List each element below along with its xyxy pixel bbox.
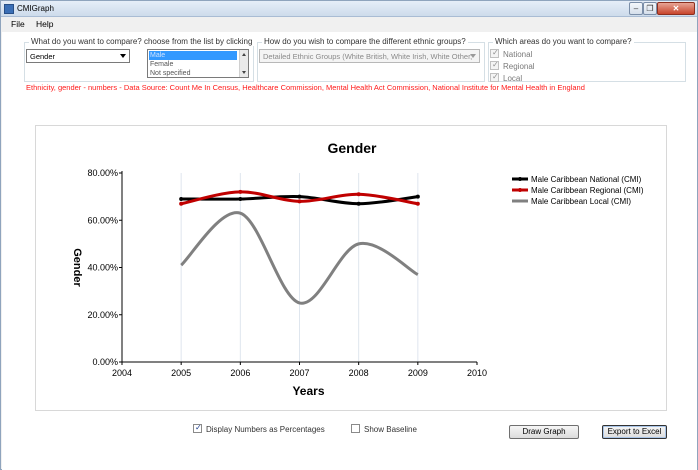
list-item[interactable]: Male: [149, 51, 237, 60]
listbox-scrollbar[interactable]: [239, 50, 248, 77]
data-source-text: Ethnicity, gender - numbers - Data Sourc…: [26, 83, 585, 92]
data-point: [179, 201, 184, 206]
y-tick-label: 0.00%: [92, 357, 118, 367]
x-tick-label: 2009: [408, 368, 428, 378]
areas-group: Which areas do you want to compare?: [488, 37, 686, 82]
data-point: [415, 201, 420, 206]
ethnic-select-value: Detailed Ethnic Groups (White British, W…: [263, 52, 473, 61]
y-tick-label: 80.00%: [87, 168, 118, 178]
x-axis-label: Years: [292, 384, 324, 398]
window-title: CMIGraph: [17, 4, 54, 13]
x-tick-label: 2008: [349, 368, 369, 378]
compare-group: What do you want to compare? choose from…: [24, 37, 255, 82]
export-excel-button[interactable]: Export to Excel: [602, 425, 667, 439]
list-item[interactable]: Not specified: [150, 70, 191, 77]
ethnic-group: How do you wish to compare the different…: [257, 37, 485, 82]
app-icon: [4, 4, 14, 14]
legend-marker: [518, 177, 522, 181]
menu-file[interactable]: File: [11, 19, 25, 29]
data-point: [356, 192, 361, 197]
check-icon: ✓: [492, 48, 499, 57]
legend-entry: Male Caribbean National (CMI): [531, 175, 642, 184]
y-tick-label: 60.00%: [87, 215, 118, 225]
ethnic-select[interactable]: Detailed Ethnic Groups (White British, W…: [259, 49, 480, 63]
maximize-button[interactable]: ❐: [643, 2, 657, 15]
compare-select-value: Gender: [30, 52, 56, 61]
y-tick-label: 20.00%: [87, 310, 118, 320]
national-checkbox[interactable]: ✓: [490, 48, 499, 58]
minimize-button[interactable]: –: [629, 2, 643, 15]
percent-checkbox[interactable]: ✓: [193, 423, 202, 433]
baseline-label: Show Baseline: [364, 425, 417, 434]
legend-marker: [518, 188, 522, 192]
x-tick-label: 2007: [289, 368, 309, 378]
menu-bar: File Help: [1, 17, 697, 31]
data-point: [415, 194, 420, 199]
chart-area: 0.00% 20.00% 40.00% 60.00% 80.00% 2004 2005 200…: [35, 125, 667, 411]
chevron-down-icon: [120, 54, 126, 58]
regional-checkbox[interactable]: ✓: [490, 60, 499, 70]
data-point: [297, 199, 302, 204]
x-tick-label: 2006: [230, 368, 250, 378]
close-button[interactable]: ✕: [657, 2, 695, 15]
compare-label: What do you want to compare? choose from…: [29, 37, 255, 46]
data-point: [179, 196, 184, 201]
data-point: [356, 201, 361, 206]
compare-select[interactable]: Gender: [26, 49, 130, 63]
percent-label: Display Numbers as Percentages: [206, 425, 325, 434]
draw-graph-button[interactable]: Draw Graph: [509, 425, 579, 439]
check-icon: ✓: [492, 72, 499, 81]
data-point: [297, 194, 302, 199]
scroll-up-icon[interactable]: [242, 53, 246, 56]
legend-entry: Male Caribbean Local (CMI): [531, 197, 631, 206]
areas-label: Which areas do you want to compare?: [493, 37, 634, 46]
national-label: National: [503, 50, 533, 59]
scroll-down-icon[interactable]: [242, 71, 246, 74]
chevron-down-icon: [470, 54, 476, 58]
x-tick-label: 2004: [112, 368, 132, 378]
chart-title: Gender: [327, 140, 377, 156]
regional-label: Regional: [503, 62, 535, 71]
line-chart: 0.00% 20.00% 40.00% 60.00% 80.00% 2004 2005 200…: [71, 168, 644, 398]
local-label: Local: [503, 74, 523, 83]
gender-listbox[interactable]: Male Female Not specified: [147, 49, 249, 78]
x-tick-label: 2005: [171, 368, 191, 378]
menu-help[interactable]: Help: [36, 19, 54, 29]
list-item[interactable]: Female: [150, 61, 174, 68]
data-point: [238, 189, 243, 194]
legend-entry: Male Caribbean Regional (CMI): [531, 186, 644, 195]
title-bar[interactable]: CMIGraph – ❐ ✕: [1, 1, 697, 17]
y-tick-label: 40.00%: [87, 263, 118, 273]
data-point: [238, 196, 243, 201]
check-icon: ✓: [492, 60, 499, 69]
baseline-checkbox[interactable]: [351, 424, 360, 433]
x-tick-label: 2010: [467, 368, 487, 378]
ethnic-label: How do you wish to compare the different…: [262, 37, 468, 46]
check-icon: ✓: [195, 423, 202, 432]
series-line: [180, 211, 419, 305]
main-panel: What do you want to compare? choose from…: [2, 32, 697, 470]
local-checkbox[interactable]: ✓: [490, 72, 499, 82]
y-axis-label: Gender: [71, 248, 83, 287]
